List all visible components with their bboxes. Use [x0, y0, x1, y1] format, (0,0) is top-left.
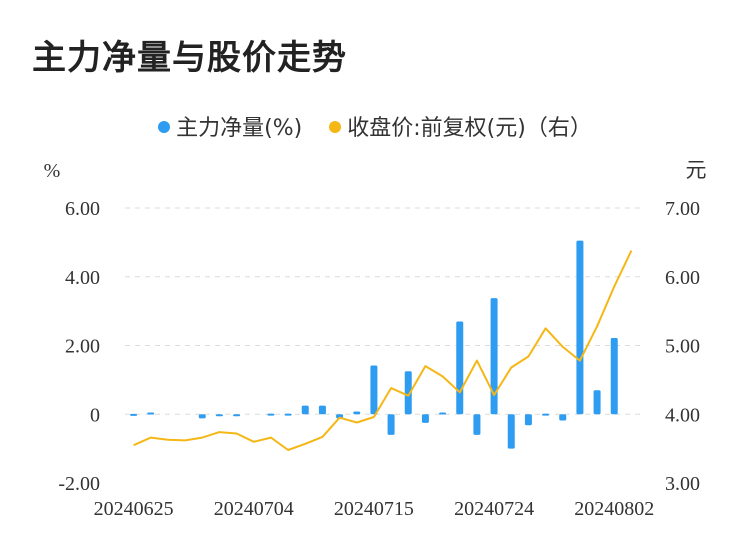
- bar: [490, 298, 498, 415]
- right-tick-label: 5.00: [665, 336, 700, 358]
- legend-item-line[interactable]: 收盘价:前复权(元)（右）: [329, 110, 592, 142]
- left-tick-label: 4.00: [65, 267, 100, 289]
- bar: [233, 414, 241, 417]
- grid-layer: [125, 207, 640, 415]
- left-tick-label: 0: [90, 404, 100, 426]
- bar: [147, 412, 155, 415]
- bar: [524, 414, 532, 426]
- bar: [593, 390, 601, 415]
- line-layer: [133, 250, 633, 451]
- chart-legend: 主力净量(%) 收盘价:前复权(元)（右）: [0, 110, 750, 142]
- bar: [404, 371, 412, 415]
- legend-bar-marker-icon: [158, 121, 171, 133]
- bar-layer: [130, 240, 618, 449]
- right-tick-label: 3.00: [665, 473, 700, 495]
- price-line: [133, 250, 633, 451]
- bar: [421, 414, 429, 423]
- right-tick-label: 4.00: [665, 404, 700, 426]
- bar: [301, 405, 309, 415]
- legend-bar-label: 主力净量(%): [176, 116, 303, 141]
- x-tick-label: 20240625: [94, 498, 174, 520]
- legend-line-label: 收盘价:前复权(元)（右）: [347, 116, 592, 141]
- bar: [267, 413, 275, 416]
- x-tick-label: 20240724: [454, 498, 534, 520]
- right-unit-label: 元: [686, 158, 707, 182]
- bar: [456, 321, 464, 415]
- bar: [576, 240, 584, 415]
- bar: [473, 414, 481, 435]
- bar: [542, 413, 550, 416]
- left-tick-label: 2.00: [65, 336, 100, 358]
- axis-layer: 6.00 7.00 4.00 6.00 2.00 5.00 0 4.00 -2.00 3.00% 元…: [44, 158, 707, 520]
- x-tick-label: 20240704: [214, 498, 294, 520]
- bar: [370, 365, 378, 415]
- bar: [559, 414, 567, 421]
- bar: [507, 414, 515, 449]
- bar: [387, 414, 395, 435]
- x-tick-label: 20240715: [334, 498, 414, 520]
- chart-title: 主力净量与股价走势: [32, 38, 347, 78]
- bar: [610, 337, 618, 415]
- bar: [130, 413, 138, 416]
- bar: [353, 411, 361, 415]
- bar: [318, 405, 326, 415]
- right-tick-label: 6.00: [665, 267, 700, 289]
- left-tick-label: -2.00: [58, 473, 100, 495]
- left-tick-label: 6.00: [65, 198, 100, 220]
- legend-item-bar[interactable]: 主力净量(%): [158, 110, 302, 142]
- x-tick-label: 20240802: [574, 498, 654, 520]
- bar: [198, 414, 206, 419]
- legend-line-marker-icon: [329, 121, 342, 133]
- bar: [439, 412, 447, 415]
- bar: [284, 413, 292, 416]
- left-unit-label: %: [44, 160, 61, 182]
- bar: [215, 414, 223, 417]
- right-tick-label: 7.00: [665, 198, 700, 220]
